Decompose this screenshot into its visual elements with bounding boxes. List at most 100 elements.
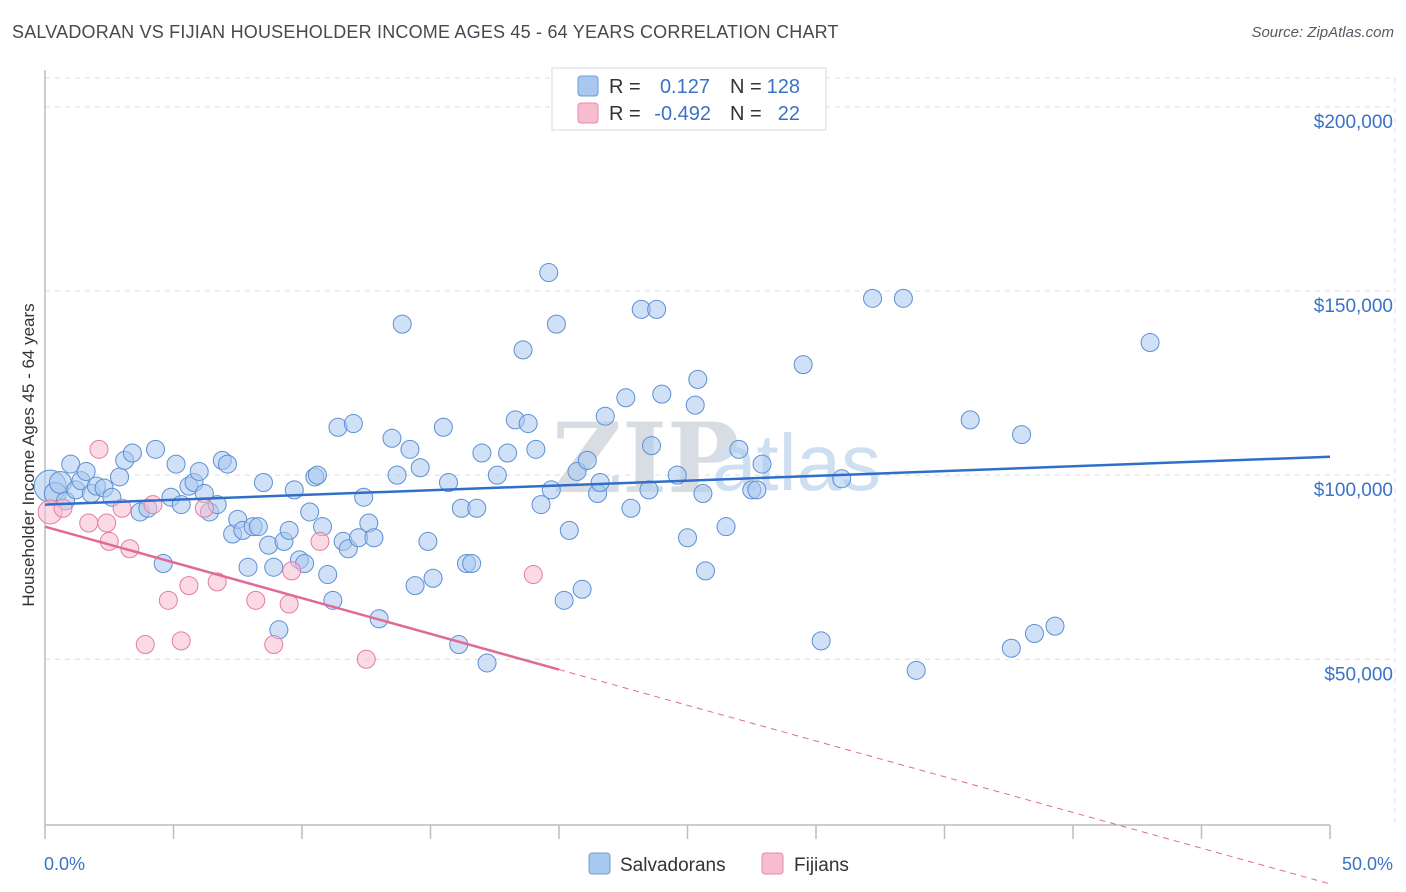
fijian-point bbox=[523, 565, 543, 585]
salvadoran-point bbox=[793, 355, 813, 375]
x-tick-label: 50.0% bbox=[1342, 854, 1393, 874]
salvadoran-point bbox=[146, 439, 166, 459]
correlation-legend: R = 0.127 N = 128 R = -0.492 N = 22 bbox=[551, 67, 827, 131]
series-legend: Salvadorans Fijians bbox=[588, 852, 849, 876]
salvadorans-trend-line bbox=[44, 455, 1331, 506]
salvadoran-point bbox=[217, 454, 237, 474]
salvadoran-point bbox=[418, 531, 438, 551]
salvadoran-point bbox=[693, 484, 713, 504]
fijian-point bbox=[135, 635, 155, 655]
salvadoran-point bbox=[279, 520, 299, 540]
salvadoran-point bbox=[253, 472, 273, 492]
salvadoran-point bbox=[343, 414, 363, 434]
fijians-trend-line bbox=[44, 525, 560, 671]
salvadoran-point bbox=[264, 557, 284, 577]
salvadoran-point bbox=[433, 417, 453, 437]
salvadoran-point bbox=[518, 414, 538, 434]
fijian-point bbox=[194, 498, 214, 518]
salvadoran-point bbox=[400, 439, 420, 459]
salvadoran-point bbox=[423, 568, 443, 588]
salvadoran-point bbox=[577, 450, 597, 470]
salvadoran-point bbox=[642, 436, 662, 456]
salvadoran-point bbox=[248, 517, 268, 537]
fijian-point bbox=[158, 590, 178, 610]
salvadoran-point bbox=[546, 314, 566, 334]
salvadoran-point bbox=[678, 528, 697, 548]
salvadoran-point bbox=[238, 557, 258, 577]
salvadoran-point bbox=[621, 498, 641, 518]
salvadoran-point bbox=[539, 263, 559, 283]
fijians-points bbox=[37, 439, 543, 669]
legend-n-label-1: N = bbox=[730, 76, 762, 98]
salvadoran-point bbox=[387, 465, 407, 485]
salvadoran-point bbox=[716, 517, 736, 537]
salvadoran-point bbox=[122, 443, 142, 463]
salvadoran-point bbox=[487, 465, 507, 485]
salvadoran-point bbox=[906, 660, 926, 680]
salvadoran-point bbox=[526, 439, 546, 459]
salvadoran-point bbox=[652, 384, 672, 404]
fijian-point bbox=[310, 531, 330, 551]
salvadoran-point bbox=[307, 465, 327, 485]
y-tick-labels: $50,000 $100,000 $150,000 $200,000 bbox=[1314, 112, 1393, 685]
legend-n-value-1: 128 bbox=[767, 76, 800, 98]
fijian-point bbox=[282, 561, 302, 581]
salvadoran-point bbox=[811, 631, 831, 651]
axes bbox=[44, 70, 1331, 839]
salvadoran-point bbox=[685, 395, 705, 415]
grid-lines bbox=[45, 77, 1396, 825]
salvadoran-point bbox=[1001, 638, 1021, 658]
series-label-salvadorans: Salvadorans bbox=[620, 855, 726, 876]
salvadoran-point bbox=[531, 495, 551, 515]
fijian-point bbox=[97, 513, 117, 533]
salvadoran-point bbox=[364, 528, 384, 548]
salvadoran-point bbox=[752, 454, 772, 474]
salvadoran-point bbox=[695, 561, 715, 581]
salvadoran-point bbox=[354, 487, 374, 507]
fijian-point bbox=[79, 513, 99, 533]
chart-title: SALVADORAN VS FIJIAN HOUSEHOLDER INCOME … bbox=[12, 22, 839, 42]
salvadoran-point bbox=[729, 439, 749, 459]
fijian-point bbox=[99, 531, 119, 551]
fijian-point bbox=[53, 498, 73, 518]
salvadoran-point bbox=[76, 461, 96, 481]
legend-r-label-2: R = bbox=[609, 103, 641, 125]
salvadoran-point bbox=[392, 314, 412, 334]
salvadoran-point bbox=[554, 590, 574, 610]
fijian-point bbox=[356, 649, 376, 669]
fijian-point bbox=[112, 498, 132, 518]
y-tick-label: $100,000 bbox=[1314, 480, 1393, 501]
salvadoran-point bbox=[477, 653, 497, 673]
salvadoran-point bbox=[410, 458, 430, 478]
salvadoran-point bbox=[513, 340, 533, 360]
y-tick-label: $200,000 bbox=[1314, 112, 1393, 133]
y-tick-label: $150,000 bbox=[1314, 296, 1393, 317]
x-tick-label: 0.0% bbox=[44, 854, 85, 874]
fijian-point bbox=[89, 439, 109, 459]
salvadoran-point bbox=[318, 565, 338, 585]
salvadoran-point bbox=[595, 406, 615, 426]
legend-r-value-2: -0.492 bbox=[654, 103, 711, 125]
fijian-point bbox=[264, 635, 284, 655]
legend-r-label-1: R = bbox=[609, 76, 641, 98]
salvadoran-point bbox=[498, 443, 518, 463]
salvadoran-point bbox=[472, 443, 492, 463]
salvadorans-points bbox=[33, 263, 1160, 680]
legend-n-value-2: 22 bbox=[778, 103, 800, 125]
salvadoran-point bbox=[1140, 333, 1160, 353]
legend-r-value-1: 0.127 bbox=[660, 76, 710, 98]
salvadoran-point bbox=[541, 480, 561, 500]
series-swatch-salvadorans bbox=[588, 852, 611, 875]
salvadoran-point bbox=[1012, 425, 1032, 445]
fijian-point bbox=[179, 576, 199, 596]
salvadoran-point bbox=[863, 288, 883, 308]
salvadoran-point bbox=[405, 576, 425, 596]
salvadoran-point bbox=[1045, 616, 1065, 636]
legend-swatch-salvadorans bbox=[577, 75, 599, 97]
fijian-point bbox=[171, 631, 191, 651]
legend-swatch-fijians bbox=[577, 102, 599, 124]
salvadoran-point bbox=[559, 520, 579, 540]
salvadoran-point bbox=[166, 454, 186, 474]
x-tick-labels: 0.0% 50.0% bbox=[44, 854, 1393, 874]
